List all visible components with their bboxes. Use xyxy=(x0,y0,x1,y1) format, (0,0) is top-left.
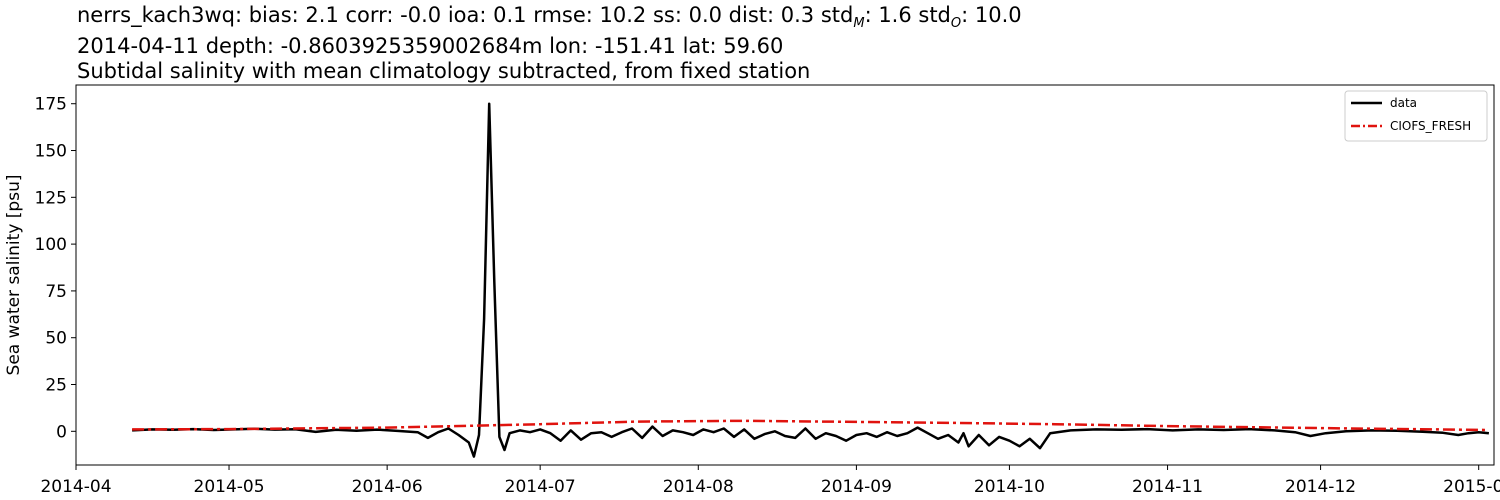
x-tick-label: 2014-06 xyxy=(352,477,423,497)
plot-frame xyxy=(75,84,1495,466)
x-tick-label: 2014-04 xyxy=(40,477,111,497)
y-tick-label: 150 xyxy=(35,142,67,162)
chart-subtitle: 2014-04-11 depth: -0.8603925359002684m l… xyxy=(77,34,784,58)
x-tick-label: 2014-07 xyxy=(505,477,576,497)
y-tick-label: 125 xyxy=(35,188,67,208)
series-line-data xyxy=(132,102,1490,458)
series-layer xyxy=(132,102,1490,458)
y-axis: 0 25 50 75 100 125 150 175 xyxy=(35,95,76,442)
x-tick-label: 2014-10 xyxy=(974,477,1045,497)
chart-title: nerrs_kach3wq: bias: 2.1 corr: -0.0 ioa:… xyxy=(77,3,1022,32)
legend: data CIOFS_FRESH xyxy=(1344,90,1488,142)
series-line-ciofs-fresh xyxy=(132,419,1489,432)
chart-subtitle-2: Subtidal salinity with mean climatology … xyxy=(77,59,811,83)
x-tick-label: 2014-05 xyxy=(194,477,265,497)
y-tick-label: 25 xyxy=(45,376,67,396)
y-tick-label: 75 xyxy=(45,282,67,302)
legend-label-data: data xyxy=(1390,96,1417,110)
legend-label-ciofs: CIOFS_FRESH xyxy=(1390,119,1471,133)
x-tick-label: 2014-08 xyxy=(663,477,734,497)
y-axis-label: Sea water salinity [psu] xyxy=(4,175,24,376)
y-tick-label: 100 xyxy=(35,235,67,255)
x-tick-label: 2015-01 xyxy=(1443,477,1500,497)
y-tick-label: 0 xyxy=(56,422,67,442)
x-tick-label: 2014-09 xyxy=(821,477,892,497)
x-tick-label: 2014-12 xyxy=(1285,477,1356,497)
x-axis: 2014-04 2014-05 2014-06 2014-07 2014-08 2014-… xyxy=(40,465,1500,497)
y-tick-label: 175 xyxy=(35,95,67,115)
y-tick-label: 50 xyxy=(45,329,67,349)
x-tick-label: 2014-11 xyxy=(1132,477,1203,497)
